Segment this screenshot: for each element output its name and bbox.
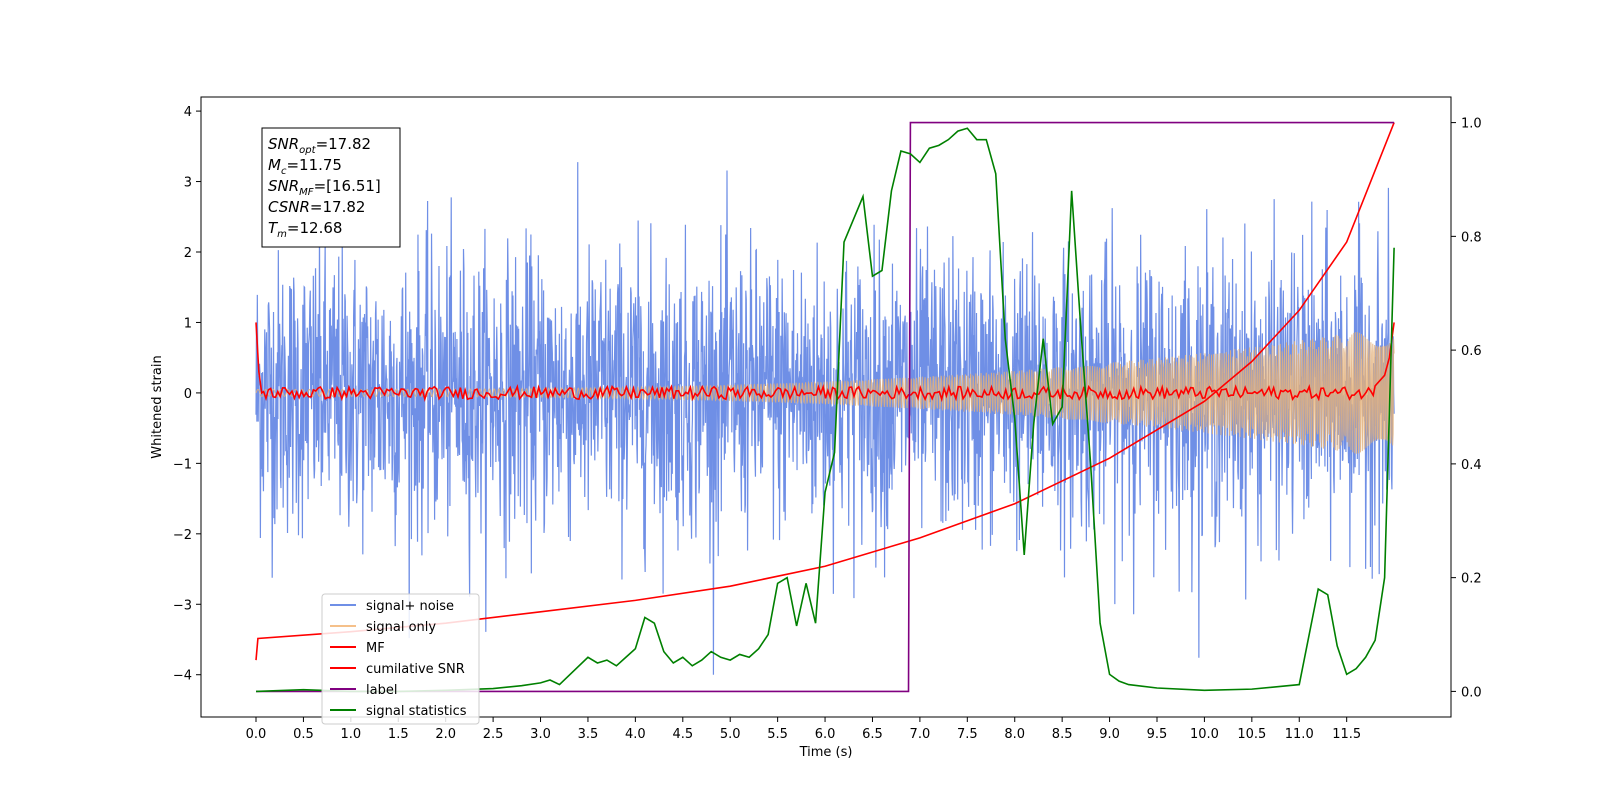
x-tick-label: 1.0: [341, 727, 362, 742]
x-tick-label: 3.5: [578, 727, 599, 742]
x-tick-label: 2.0: [435, 727, 456, 742]
x-tick-label: 1.5: [388, 727, 409, 742]
annotation-line: Tm=12.68: [268, 219, 342, 240]
y2-tick-label: 0.6: [1461, 344, 1482, 359]
x-tick-label: 6.0: [815, 727, 836, 742]
x-tick-label: 8.0: [1004, 727, 1025, 742]
y2-tick-label: 0.2: [1461, 572, 1482, 587]
y-tick-label: −4: [173, 669, 192, 684]
x-tick-label: 7.0: [910, 727, 931, 742]
y-tick-label: −1: [173, 457, 192, 472]
x-tick-label: 5.5: [767, 727, 788, 742]
legend-label: cumilative SNR: [366, 662, 465, 677]
annotation-box: SNRopt=17.82Mc=11.75SNRMF=[16.51]CSNR=17…: [261, 127, 401, 248]
y-tick-label: −2: [173, 528, 192, 543]
plot-frame: [200, 96, 1452, 718]
y-tick-label: 0: [184, 387, 192, 402]
y-axis-left: 4 3 2 1 0 −1 −2 −3 −4: [173, 105, 201, 684]
y-axis-right: 1.0 0.8 0.6 0.4 0.2 0.0: [1451, 117, 1482, 700]
y-tick-label: 1: [184, 316, 192, 331]
x-tick-label: 9.0: [1099, 727, 1120, 742]
legend-label: MF: [366, 641, 385, 656]
x-tick-label: 11.5: [1332, 727, 1361, 742]
x-tick-label: 10.0: [1190, 727, 1219, 742]
x-axis: 0.0 0.5 1.0 1.5 2.0 2.5 3.0 3.5 4.0 4.5 5.0 5.5 6.0 6…: [246, 717, 1361, 742]
x-tick-label: 0.0: [246, 727, 267, 742]
y2-tick-label: 0.8: [1461, 230, 1482, 245]
y-axis-label: Whitened strain: [150, 355, 165, 458]
series-signal-only: [255, 332, 1395, 454]
series-mf: [255, 322, 1395, 403]
legend-label: signal+ noise: [366, 599, 454, 614]
legend: signal+ noise signal only MF cumilative SNR…: [321, 593, 480, 725]
x-tick-label: 6.5: [862, 727, 883, 742]
series-signal-statistics: [255, 127, 1395, 693]
legend-label: signal statistics: [366, 704, 467, 719]
y2-tick-label: 1.0: [1461, 117, 1482, 132]
x-tick-label: 2.5: [483, 727, 504, 742]
x-tick-label: 11.0: [1285, 727, 1314, 742]
x-tick-label: 7.5: [957, 727, 978, 742]
y-tick-label: 4: [184, 105, 192, 120]
annotation-line: CSNR=17.82: [268, 198, 365, 216]
x-tick-label: 8.5: [1052, 727, 1073, 742]
y-tick-label: −3: [173, 598, 192, 613]
x-tick-label: 9.5: [1147, 727, 1168, 742]
annotation-line: SNRopt=17.82: [268, 135, 371, 156]
y-tick-label: 2: [184, 246, 192, 261]
annotation-line: Mc=11.75: [268, 156, 342, 177]
x-tick-label: 0.5: [293, 727, 314, 742]
y-tick-label: 3: [184, 176, 192, 191]
annotation-line: SNRMF=[16.51]: [268, 177, 381, 198]
x-tick-label: 4.5: [672, 727, 693, 742]
y2-tick-label: 0.4: [1461, 458, 1482, 473]
x-tick-label: 3.0: [530, 727, 551, 742]
x-tick-label: 5.0: [720, 727, 741, 742]
x-tick-label: 4.0: [625, 727, 646, 742]
legend-label: label: [366, 683, 397, 698]
legend-label: signal only: [366, 620, 436, 635]
x-axis-label: Time (s): [799, 745, 853, 760]
series-label: [256, 121, 1395, 693]
x-tick-label: 10.5: [1237, 727, 1266, 742]
y2-tick-label: 0.0: [1461, 685, 1482, 700]
